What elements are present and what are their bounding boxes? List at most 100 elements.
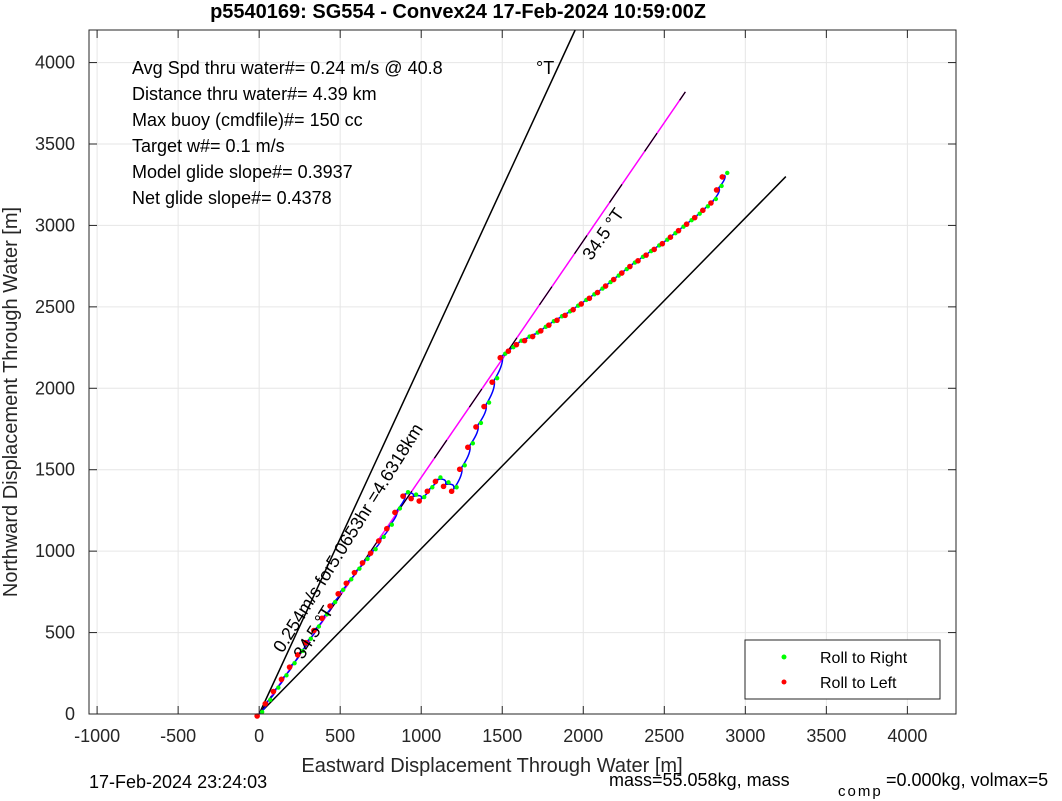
- roll-right-point: [259, 709, 265, 715]
- roll-left-point: [432, 478, 439, 485]
- y-tick-label: 2500: [35, 297, 75, 317]
- roll-right-point: [276, 685, 281, 690]
- roll-right-point: [413, 492, 419, 497]
- roll-right-point: [494, 375, 500, 381]
- roll-right-point: [470, 441, 476, 446]
- roll-right-point: [340, 587, 346, 593]
- axes: -1000 -500 0 500 1000 1500 2000 2500 3000 3500 400…: [35, 29, 957, 746]
- roll-left-point: [659, 240, 666, 247]
- roll-left-point: [497, 354, 504, 361]
- x-tick-label: 1000: [401, 726, 441, 746]
- roll-right-point: [454, 485, 459, 490]
- info-degree-suffix: °T: [536, 58, 554, 78]
- roll-right-point: [357, 566, 362, 571]
- roll-left-point: [537, 328, 544, 334]
- roll-left-point: [400, 493, 406, 499]
- info-line-2: Max buoy (cmdfile)#= 150 cc: [132, 110, 363, 130]
- y-tick-label: 4000: [35, 53, 75, 73]
- roll-right-point: [697, 211, 702, 216]
- roll-right-point: [446, 480, 451, 485]
- grid: [89, 30, 956, 715]
- roll-left-point: [708, 200, 714, 206]
- x-tick-label: -500: [160, 726, 196, 746]
- roll-right-point: [725, 170, 730, 176]
- roll-right-point: [381, 534, 386, 540]
- legend-label-roll-right: Roll to Right: [820, 650, 908, 667]
- roll-left-point: [546, 322, 552, 328]
- legend-label-roll-left: Roll to Left: [820, 675, 897, 692]
- roll-right-point: [405, 489, 411, 495]
- x-tick-label: -1000: [74, 726, 120, 746]
- roll-right-point: [397, 506, 403, 511]
- roll-left-point: [578, 301, 585, 307]
- roll-left-point: [618, 270, 625, 276]
- roll-left-point: [254, 713, 260, 719]
- roll-right-point: [268, 697, 273, 702]
- roll-left-point: [635, 258, 641, 264]
- roll-right-point: [373, 546, 378, 552]
- y-tick-label: 2000: [35, 378, 75, 398]
- roll-left-point: [562, 312, 568, 319]
- cone-line-1: [258, 176, 787, 715]
- roll-right-point: [430, 485, 435, 490]
- x-tick-label: 4000: [887, 726, 927, 746]
- roll-right-point: [292, 660, 297, 666]
- x-tick-label: 3500: [806, 726, 846, 746]
- roll-right-point: [332, 599, 338, 605]
- roll-left-point: [408, 495, 414, 502]
- info-line-5: Net glide slope#= 0.4378: [132, 188, 332, 208]
- axes-box: [88, 29, 957, 715]
- roll-left-point: [302, 639, 309, 646]
- roll-left-point: [627, 263, 633, 270]
- info-line-1: Distance thru water#= 4.39 km: [132, 84, 377, 104]
- x-tick-label: 500: [325, 726, 355, 746]
- roll-left-point: [481, 403, 487, 410]
- roll-left-point: [278, 676, 285, 683]
- roll-left-point: [570, 306, 576, 313]
- roll-left-point: [675, 227, 682, 234]
- y-tick-label: 1500: [35, 460, 75, 480]
- roll-right-point: [713, 196, 719, 202]
- roll-left-point: [327, 603, 333, 609]
- roll-right-point: [389, 522, 395, 527]
- roll-right-point: [365, 556, 370, 562]
- chart-title: p5540169: SG554 - Convex24 17-Feb-2024 1…: [210, 1, 706, 23]
- roll-left-point: [319, 615, 325, 622]
- roll-right-point: [422, 494, 427, 500]
- roll-left-point: [594, 289, 601, 296]
- roll-left-point: [440, 483, 447, 490]
- x-axis-label: Eastward Displacement Through Water [m]: [301, 755, 682, 777]
- y-tick-label: 1000: [35, 541, 75, 561]
- footer-mass: mass=55.058kg, mass: [609, 770, 790, 790]
- roll-right-point: [300, 648, 305, 654]
- roll-right-point: [324, 612, 330, 617]
- roll-left-point: [489, 379, 495, 385]
- roll-left-point: [529, 333, 536, 340]
- roll-left-point: [513, 341, 520, 348]
- info-line-3: Target w#= 0.1 m/s: [132, 136, 285, 156]
- roll-left-point: [667, 234, 674, 240]
- roll-right-point: [719, 183, 724, 189]
- roll-right-point: [486, 400, 492, 405]
- legend-marker-roll-left: [781, 679, 787, 685]
- roll-left-point: [343, 580, 350, 587]
- legend-box: [744, 639, 941, 700]
- roll-left-point: [651, 246, 657, 253]
- y-axis-label: Northward Displacement Through Water [m]: [0, 207, 22, 597]
- roll-left-point: [643, 252, 649, 258]
- roll-left-point: [465, 444, 471, 451]
- roll-left-point: [359, 560, 366, 566]
- legend-marker-roll-right: [781, 654, 787, 660]
- roll-left-point: [610, 276, 617, 283]
- footer-mass-tail: =0.000kg, volmax=5: [886, 770, 1049, 790]
- roll-left-point: [713, 187, 720, 193]
- info-line-4: Model glide slope#= 0.3937: [132, 162, 353, 182]
- y-tick-label: 3000: [35, 215, 75, 235]
- x-tick-label: 0: [254, 726, 264, 746]
- roll-left-point: [351, 569, 358, 576]
- roll-left-point: [367, 550, 374, 556]
- roll-left-point: [554, 317, 560, 324]
- roll-right-point: [478, 420, 484, 426]
- y-tick-label: 0: [65, 704, 75, 724]
